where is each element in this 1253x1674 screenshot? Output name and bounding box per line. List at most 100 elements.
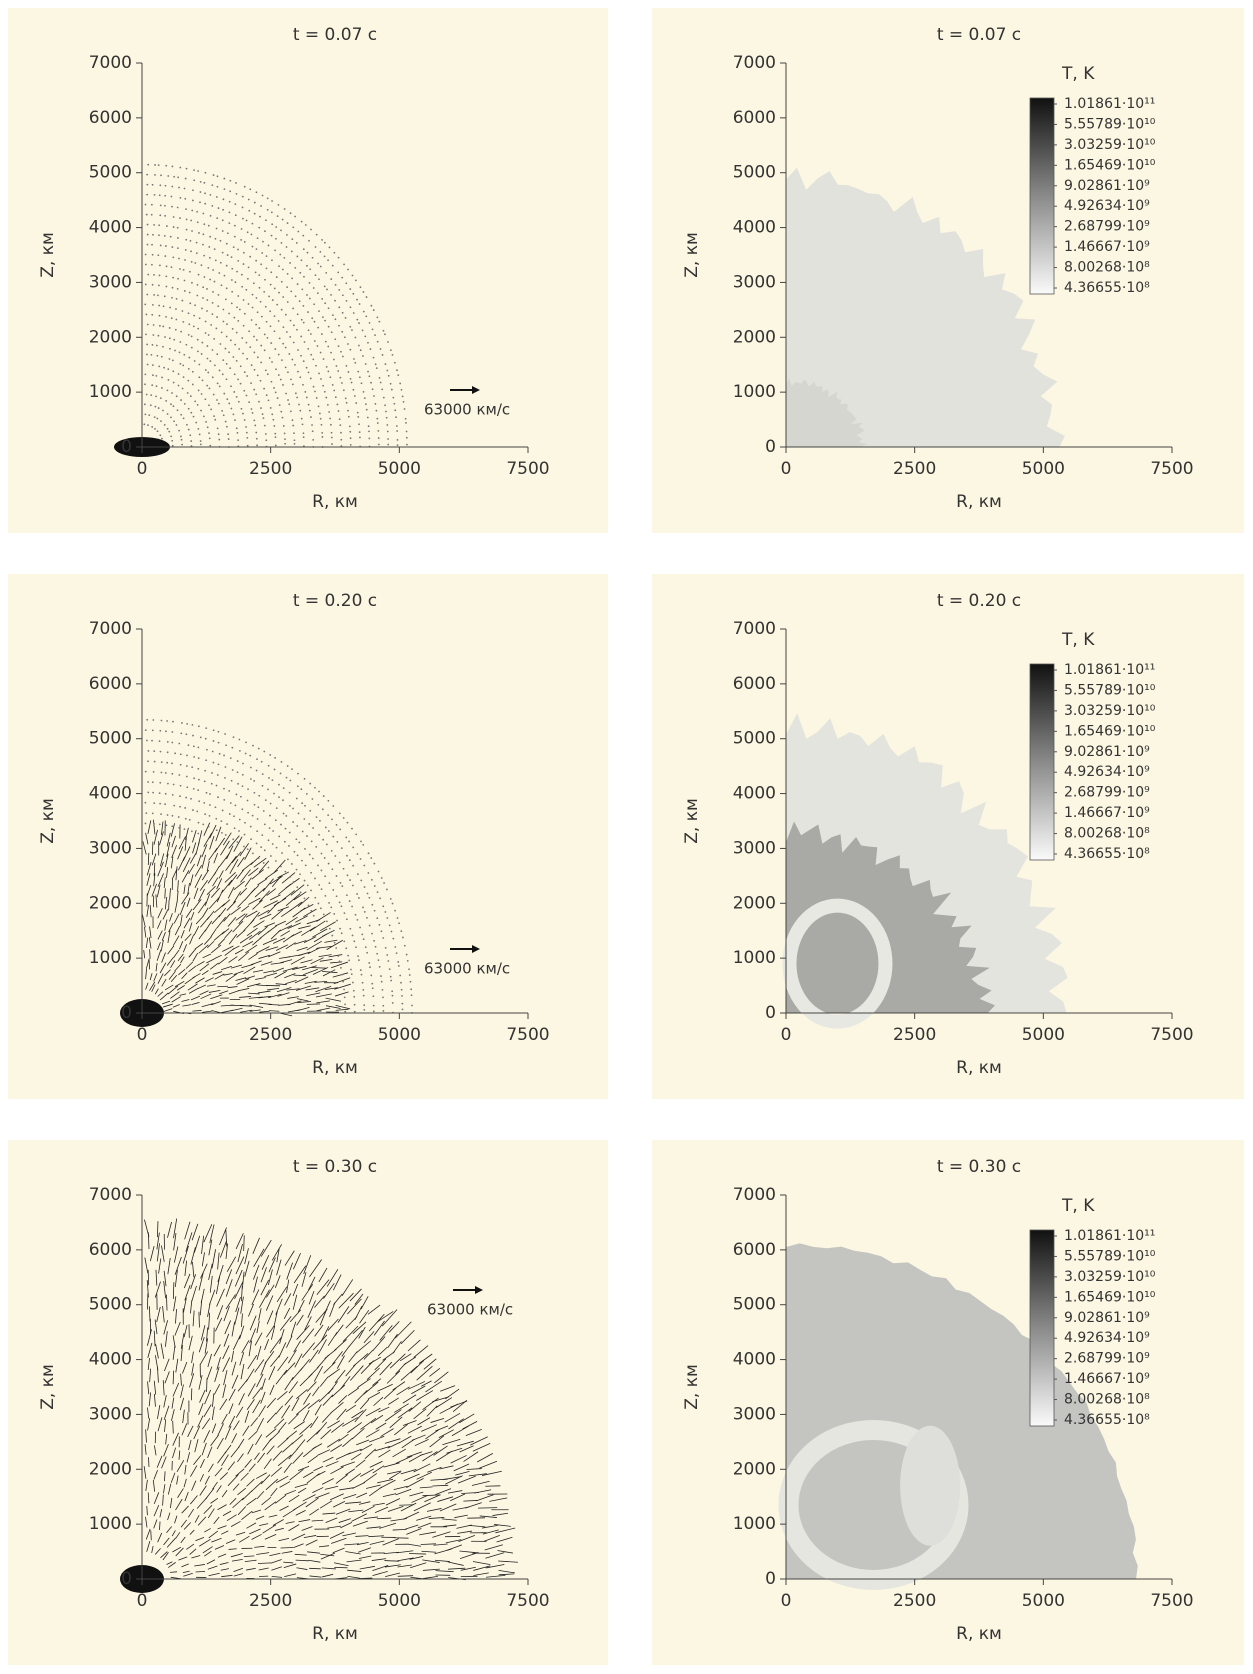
velocity-dot	[384, 363, 387, 365]
x-tick-label: 5000	[378, 1591, 421, 1611]
velocity-vector	[204, 893, 211, 906]
velocity-vector	[384, 1564, 401, 1568]
velocity-dot	[368, 430, 370, 433]
velocity-dot	[195, 421, 198, 424]
velocity-vector	[225, 1229, 228, 1247]
velocity-dot	[353, 358, 355, 360]
velocity-vector	[316, 912, 331, 922]
velocity-dot	[303, 879, 306, 882]
velocity-dot	[190, 219, 193, 222]
velocity-dot	[372, 1004, 375, 1007]
velocity-dot	[326, 403, 329, 406]
velocity-vector	[250, 960, 262, 966]
velocity-vector	[191, 1223, 199, 1241]
velocity-dot	[276, 303, 279, 306]
velocity-dot	[184, 807, 187, 809]
velocity-vector	[229, 859, 239, 874]
velocity-vector	[185, 827, 189, 841]
velocity-dot	[171, 793, 174, 796]
velocity-dot	[341, 973, 344, 976]
velocity-vector	[272, 1450, 283, 1461]
velocity-vector	[208, 897, 220, 909]
velocity-dot	[209, 360, 212, 362]
velocity-dot	[269, 325, 272, 328]
velocity-vector	[172, 1382, 180, 1397]
velocity-dot	[152, 233, 154, 236]
velocity-dot	[153, 750, 156, 753]
velocity-dot	[161, 437, 163, 440]
velocity-vector	[283, 1362, 296, 1376]
velocity-vector	[233, 1420, 240, 1431]
velocity-dot	[199, 443, 202, 446]
velocity-vector	[432, 1531, 451, 1538]
velocity-vector	[160, 1551, 168, 1559]
velocity-vector	[312, 1443, 323, 1450]
velocity-dot	[288, 353, 291, 355]
reference-arrow-label: 63000 км/с	[424, 401, 510, 419]
velocity-vector	[165, 853, 169, 868]
velocity-vector	[400, 1329, 415, 1345]
velocity-vector	[325, 1460, 339, 1467]
velocity-vector	[305, 1497, 319, 1508]
velocity-dot	[242, 251, 245, 254]
velocity-dot	[409, 980, 412, 983]
velocity-vector	[219, 1240, 227, 1258]
velocity-dot	[255, 191, 258, 194]
velocity-vector	[266, 1284, 275, 1298]
velocity-dot	[160, 761, 163, 764]
velocity-vector	[316, 1000, 330, 1004]
velocity-vector	[163, 1003, 173, 1008]
velocity-vector	[163, 1484, 166, 1494]
plot-area	[786, 167, 1065, 447]
velocity-dot	[260, 344, 263, 347]
velocity-dot	[154, 405, 157, 408]
velocity-vector	[292, 1283, 299, 1297]
velocity-dot	[261, 252, 264, 254]
velocity-dot	[359, 349, 362, 352]
velocity-vector	[257, 1452, 266, 1463]
y-tick-label: 2000	[89, 327, 132, 347]
velocity-dot	[183, 402, 186, 405]
y-axis-label: Z, км	[682, 1364, 702, 1410]
velocity-dot	[216, 185, 219, 188]
colorbar-label: 1.01861·10¹¹	[1064, 662, 1155, 678]
velocity-vector	[403, 1473, 420, 1482]
velocity-vector	[419, 1531, 436, 1536]
chart-title: t = 0.30 с	[937, 1157, 1021, 1177]
velocity-dot	[244, 821, 246, 824]
velocity-vector	[161, 1456, 167, 1469]
velocity-dot	[310, 416, 312, 418]
velocity-dot	[223, 787, 225, 790]
velocity-dot	[292, 807, 294, 810]
velocity-dot	[351, 329, 353, 332]
velocity-dot	[151, 364, 154, 366]
velocity-dot	[339, 927, 341, 930]
velocity-dot	[346, 854, 348, 857]
velocity-vector	[173, 1218, 178, 1239]
y-tick-label: 0	[121, 1569, 132, 1589]
velocity-vector	[154, 1319, 158, 1335]
velocity-dot	[228, 211, 231, 214]
velocity-vector	[227, 886, 235, 899]
velocity-dot	[347, 409, 349, 412]
velocity-dot	[393, 361, 396, 364]
velocity-vector	[258, 1405, 266, 1418]
velocity-dot	[306, 835, 308, 837]
velocity-vector	[397, 1575, 414, 1577]
velocity-dot	[345, 894, 348, 897]
velocity-dot	[362, 843, 365, 846]
velocity-vector	[198, 1375, 203, 1390]
velocity-vector	[269, 1431, 280, 1441]
velocity-dot	[275, 226, 278, 228]
velocity-vector	[327, 1318, 339, 1331]
velocity-vector	[232, 945, 240, 950]
velocity-vector	[169, 913, 173, 922]
velocity-vector	[439, 1465, 454, 1470]
velocity-vector	[256, 984, 268, 987]
velocity-dot	[196, 210, 199, 213]
velocity-dot	[327, 830, 330, 832]
velocity-dot	[204, 202, 207, 205]
velocity-vector	[248, 1463, 256, 1472]
velocity-vector	[160, 821, 164, 836]
velocity-dot	[222, 308, 225, 311]
